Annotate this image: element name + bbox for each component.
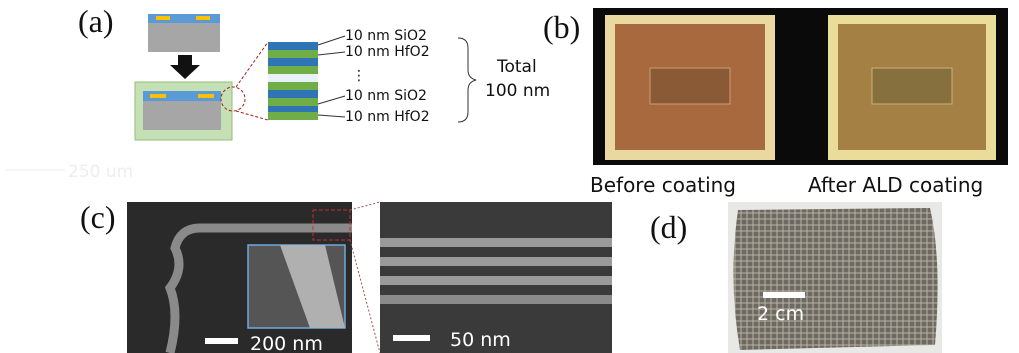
scale-label: 200 nm — [250, 333, 323, 353]
mesh-fabric — [733, 208, 937, 350]
chip-center — [650, 68, 730, 104]
pad — [150, 94, 166, 98]
figure: (a) 10 nm SiO2 10 nm HfO2 ⋮ 10 nm SiO2 — [0, 0, 1019, 353]
layer-label: 10 nm SiO2 — [345, 28, 427, 44]
layer-stack — [268, 42, 318, 120]
panel-a: (a) 10 nm SiO2 10 nm HfO2 ⋮ 10 nm SiO2 — [78, 3, 550, 140]
layer-label: 10 nm HfO2 — [345, 109, 430, 125]
leader-lines — [318, 36, 345, 117]
layer-label: ⋮ — [352, 68, 366, 84]
substrate — [143, 100, 221, 130]
brace — [458, 38, 476, 122]
layer-label: 10 nm HfO2 — [345, 44, 430, 60]
panel-label: (c) — [80, 199, 116, 235]
panel-label: (a) — [78, 3, 114, 39]
page: (a) 10 nm SiO2 10 nm HfO2 ⋮ 10 nm SiO2 — [0, 0, 1019, 353]
scale-label: 2 cm — [757, 303, 804, 325]
total-label: Total — [496, 57, 537, 77]
scale-bar — [763, 292, 805, 298]
zoom-lines — [350, 202, 380, 353]
substrate — [148, 22, 220, 52]
stripe — [380, 238, 612, 247]
pad — [198, 94, 214, 98]
caption: After ALD coating — [808, 173, 983, 197]
panel-label: (d) — [650, 209, 687, 245]
scale-label: 50 nm — [450, 329, 511, 351]
chip-center — [872, 68, 952, 104]
scale-bar — [393, 335, 430, 341]
stripe — [380, 257, 612, 266]
panel-d: (d) 2 cm — [650, 202, 942, 353]
total-label: 100 nm — [485, 81, 550, 101]
caption: Before coating — [590, 173, 736, 197]
panel-label: (b) — [543, 9, 580, 45]
stripe — [380, 295, 612, 304]
layer-label: 10 nm SiO2 — [345, 88, 427, 104]
pad — [196, 16, 210, 20]
pad — [156, 16, 170, 20]
stripe — [380, 276, 612, 285]
panel-c: (c) 200 nm 50 nm — [80, 199, 612, 353]
scale-bar — [205, 338, 238, 344]
scale-label: 250 um — [68, 162, 133, 182]
arrow — [170, 55, 200, 79]
